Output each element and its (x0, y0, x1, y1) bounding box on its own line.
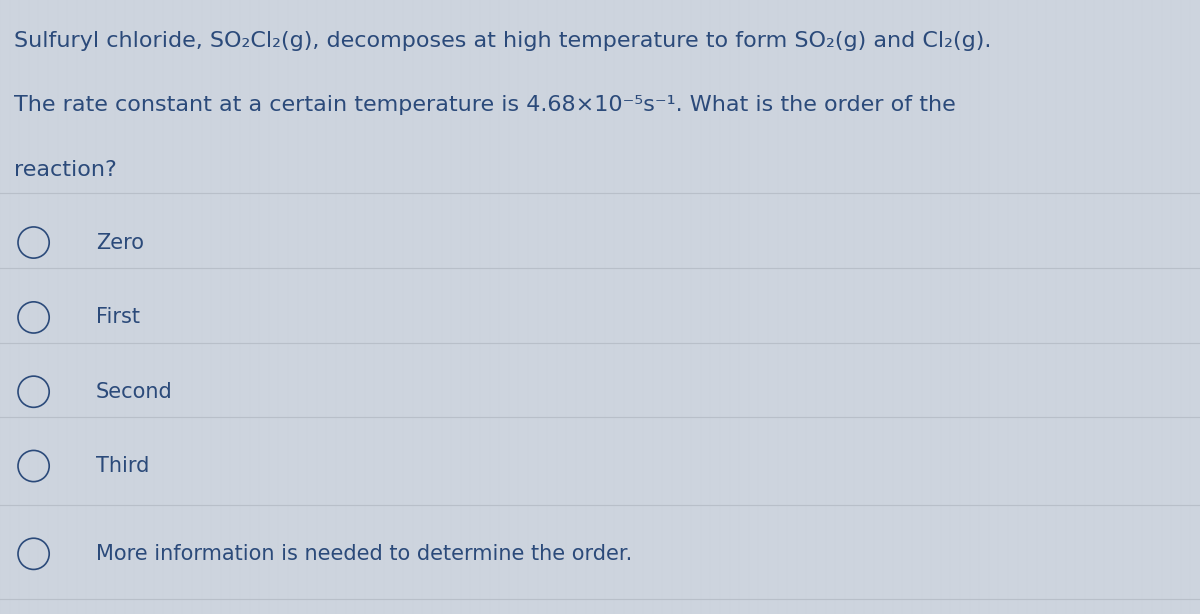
Text: Third: Third (96, 456, 149, 476)
Text: The rate constant at a certain temperature is 4.68×10⁻⁵s⁻¹. What is the order of: The rate constant at a certain temperatu… (14, 95, 956, 115)
Text: More information is needed to determine the order.: More information is needed to determine … (96, 544, 632, 564)
Text: reaction?: reaction? (14, 160, 118, 180)
Text: First: First (96, 308, 140, 327)
Text: Sulfuryl chloride, SO₂Cl₂(g), decomposes at high temperature to form SO₂(g) and : Sulfuryl chloride, SO₂Cl₂(g), decomposes… (14, 31, 991, 51)
Text: Zero: Zero (96, 233, 144, 252)
Text: Second: Second (96, 382, 173, 402)
